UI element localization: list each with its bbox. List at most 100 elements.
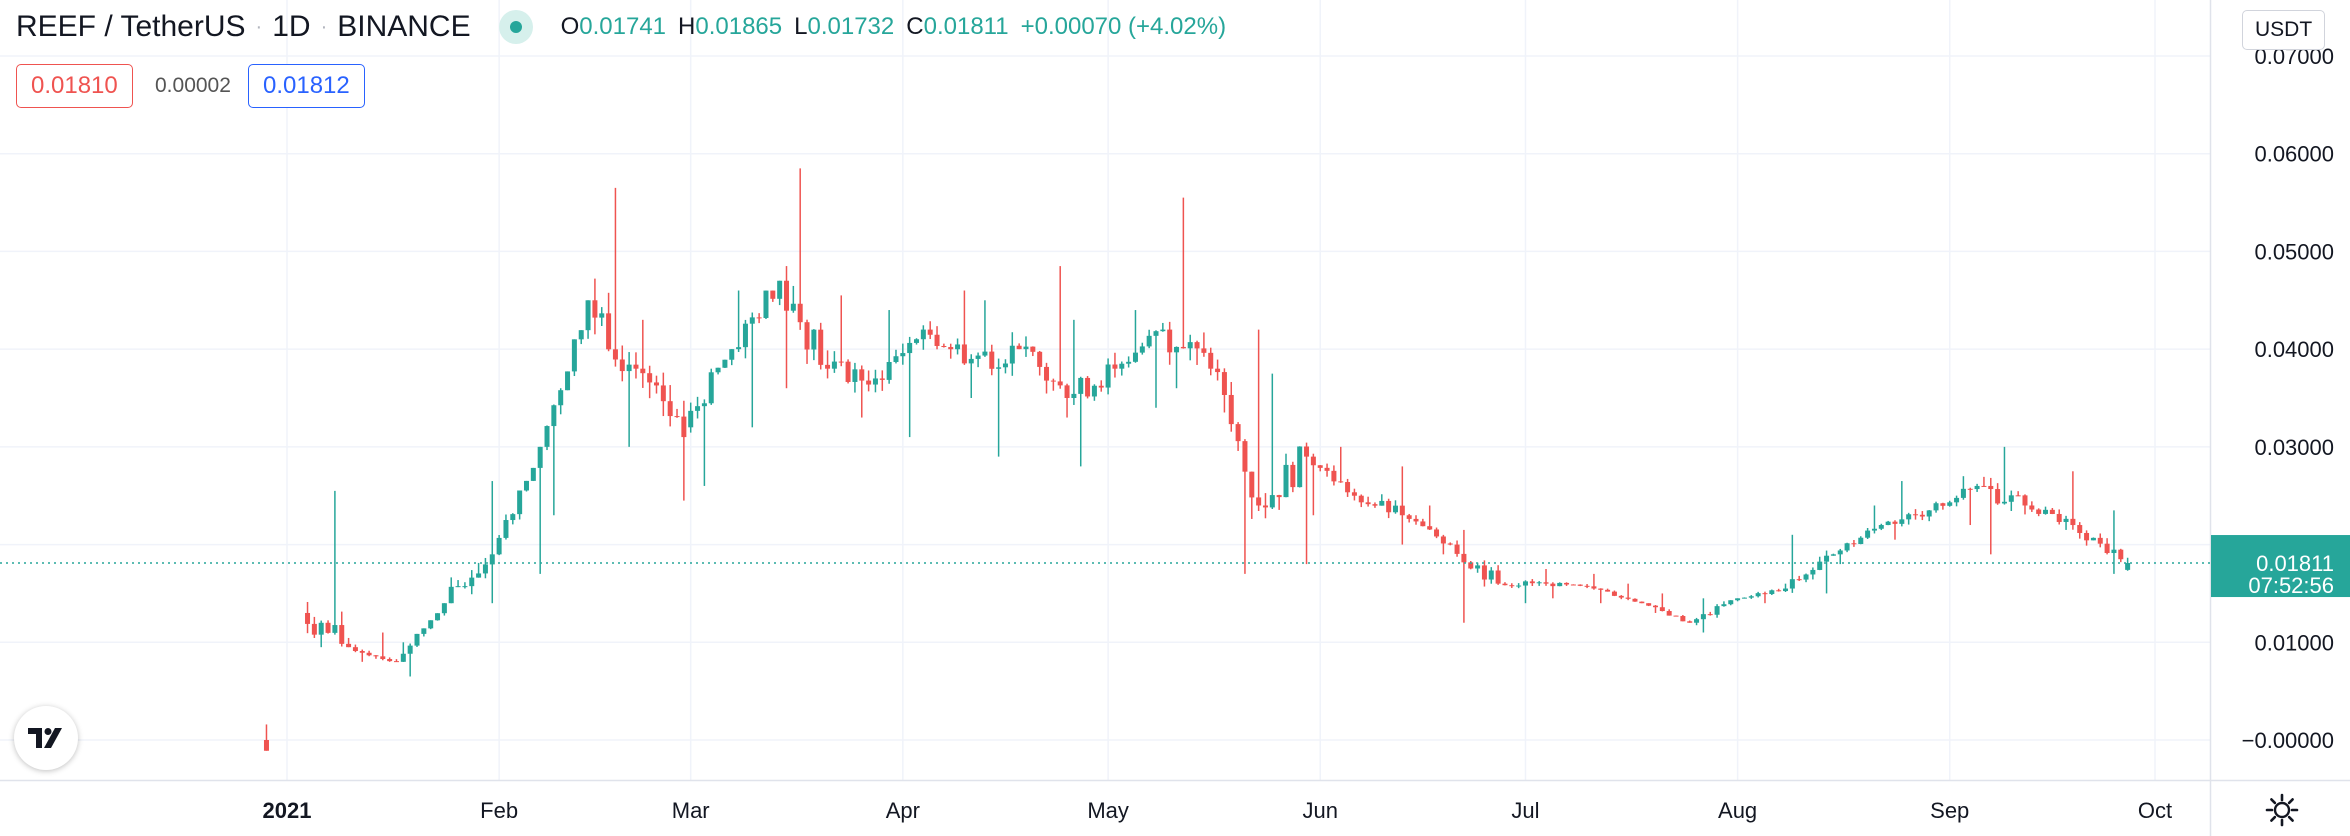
candle-body — [359, 651, 365, 653]
candle — [1324, 463, 1330, 477]
candle — [380, 632, 386, 661]
candle — [441, 603, 447, 616]
candle-body — [1892, 521, 1898, 524]
candle — [961, 290, 967, 365]
tradingview-logo-icon[interactable] — [14, 706, 78, 770]
candle-body — [1803, 574, 1809, 580]
candle — [537, 446, 543, 574]
candle — [352, 644, 358, 653]
candle — [1078, 376, 1084, 467]
candle-body — [1988, 485, 1994, 490]
candle — [1837, 548, 1843, 565]
candle-body — [1180, 346, 1186, 349]
candle — [1434, 527, 1440, 539]
candle-body — [1639, 601, 1645, 604]
candle-body — [1632, 598, 1638, 602]
candle-body — [537, 446, 543, 468]
candle-body — [571, 339, 577, 372]
candle — [1132, 310, 1138, 363]
interval-label[interactable]: 1D — [272, 10, 311, 43]
candle — [1023, 336, 1029, 357]
ask-price-button[interactable]: 0.01812 — [248, 64, 365, 108]
candle-body — [1174, 346, 1180, 353]
candle-body — [1741, 597, 1747, 599]
bid-price-button[interactable]: 0.01810 — [16, 64, 133, 108]
candle-body — [1728, 600, 1734, 605]
candle-body — [619, 359, 625, 372]
gear-icon[interactable] — [2262, 790, 2302, 830]
candle-body — [968, 358, 974, 364]
candle — [2090, 537, 2096, 541]
candle — [1516, 583, 1522, 589]
candle — [633, 352, 639, 379]
candle-body — [763, 290, 769, 318]
candle-body — [1475, 565, 1481, 569]
candle-body — [1646, 603, 1652, 606]
high-value: 0.01865 — [695, 13, 783, 40]
candle-body — [784, 280, 790, 311]
candle-body — [1023, 346, 1029, 350]
candle-body — [1167, 329, 1173, 353]
candle-body — [1338, 481, 1344, 483]
candle-body — [1146, 335, 1152, 347]
candle-body — [1748, 596, 1754, 598]
candle-body — [263, 740, 269, 751]
candle — [1392, 500, 1398, 514]
candle-body — [1105, 364, 1111, 388]
candle-body — [428, 620, 434, 629]
market-open-dot-icon[interactable] — [498, 10, 533, 44]
candle-body — [1009, 345, 1015, 364]
candle — [640, 319, 646, 388]
candle — [1044, 362, 1050, 394]
candle — [414, 633, 420, 647]
candle — [1899, 481, 1905, 527]
candle — [1988, 477, 1994, 555]
candle — [1584, 584, 1590, 589]
candle-body — [1906, 514, 1912, 520]
candle — [325, 620, 331, 634]
candle-body — [1201, 348, 1207, 353]
candle-body — [1817, 561, 1823, 570]
candle-body — [1304, 446, 1310, 457]
candle-body — [1960, 488, 1966, 498]
candle — [421, 628, 427, 637]
candle-body — [914, 339, 920, 343]
time-axis-label: Jul — [1511, 798, 1539, 823]
candle — [2008, 490, 2014, 512]
candle-body — [2049, 509, 2055, 514]
candle-body — [1871, 528, 1877, 531]
candle — [1454, 540, 1460, 557]
candle-body — [1064, 385, 1070, 398]
candle — [1112, 352, 1118, 378]
candle — [1358, 494, 1364, 508]
candle-body — [2063, 518, 2069, 522]
open-label: O — [560, 13, 580, 40]
candle-body — [1789, 579, 1795, 589]
symbol-name[interactable]: REEF / TetherUS — [16, 10, 246, 43]
candle — [1174, 346, 1180, 389]
candle-body — [742, 323, 748, 348]
candle — [948, 343, 954, 359]
candle — [1009, 332, 1015, 376]
candle-body — [1954, 497, 1960, 503]
candle-body — [2036, 509, 2042, 514]
candle — [2049, 508, 2055, 515]
candle-body — [1933, 503, 1939, 511]
currency-button[interactable]: USDT — [2242, 10, 2326, 50]
candle — [763, 290, 769, 320]
candle — [1249, 471, 1255, 519]
candle-body — [818, 329, 824, 365]
candle-body — [674, 416, 680, 418]
candle-body — [1919, 514, 1925, 517]
candle-body — [1618, 595, 1624, 598]
candles — [263, 168, 2131, 751]
candle — [1529, 579, 1535, 586]
candle-body — [1947, 502, 1953, 506]
candle-body — [1331, 470, 1337, 482]
candle — [1447, 542, 1453, 546]
candle — [1105, 358, 1111, 395]
candle-body — [305, 612, 311, 624]
candle — [975, 352, 981, 368]
candle — [756, 313, 762, 324]
